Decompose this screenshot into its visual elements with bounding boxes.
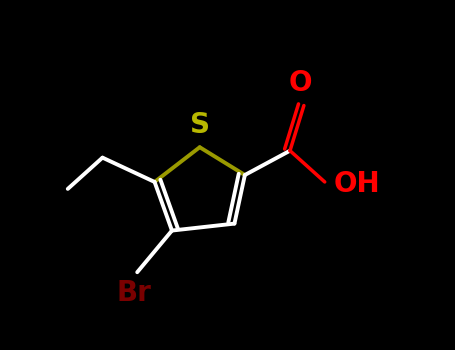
Text: OH: OH — [334, 170, 380, 198]
Text: Br: Br — [116, 279, 151, 307]
Text: O: O — [288, 69, 312, 97]
Text: S: S — [190, 111, 210, 139]
